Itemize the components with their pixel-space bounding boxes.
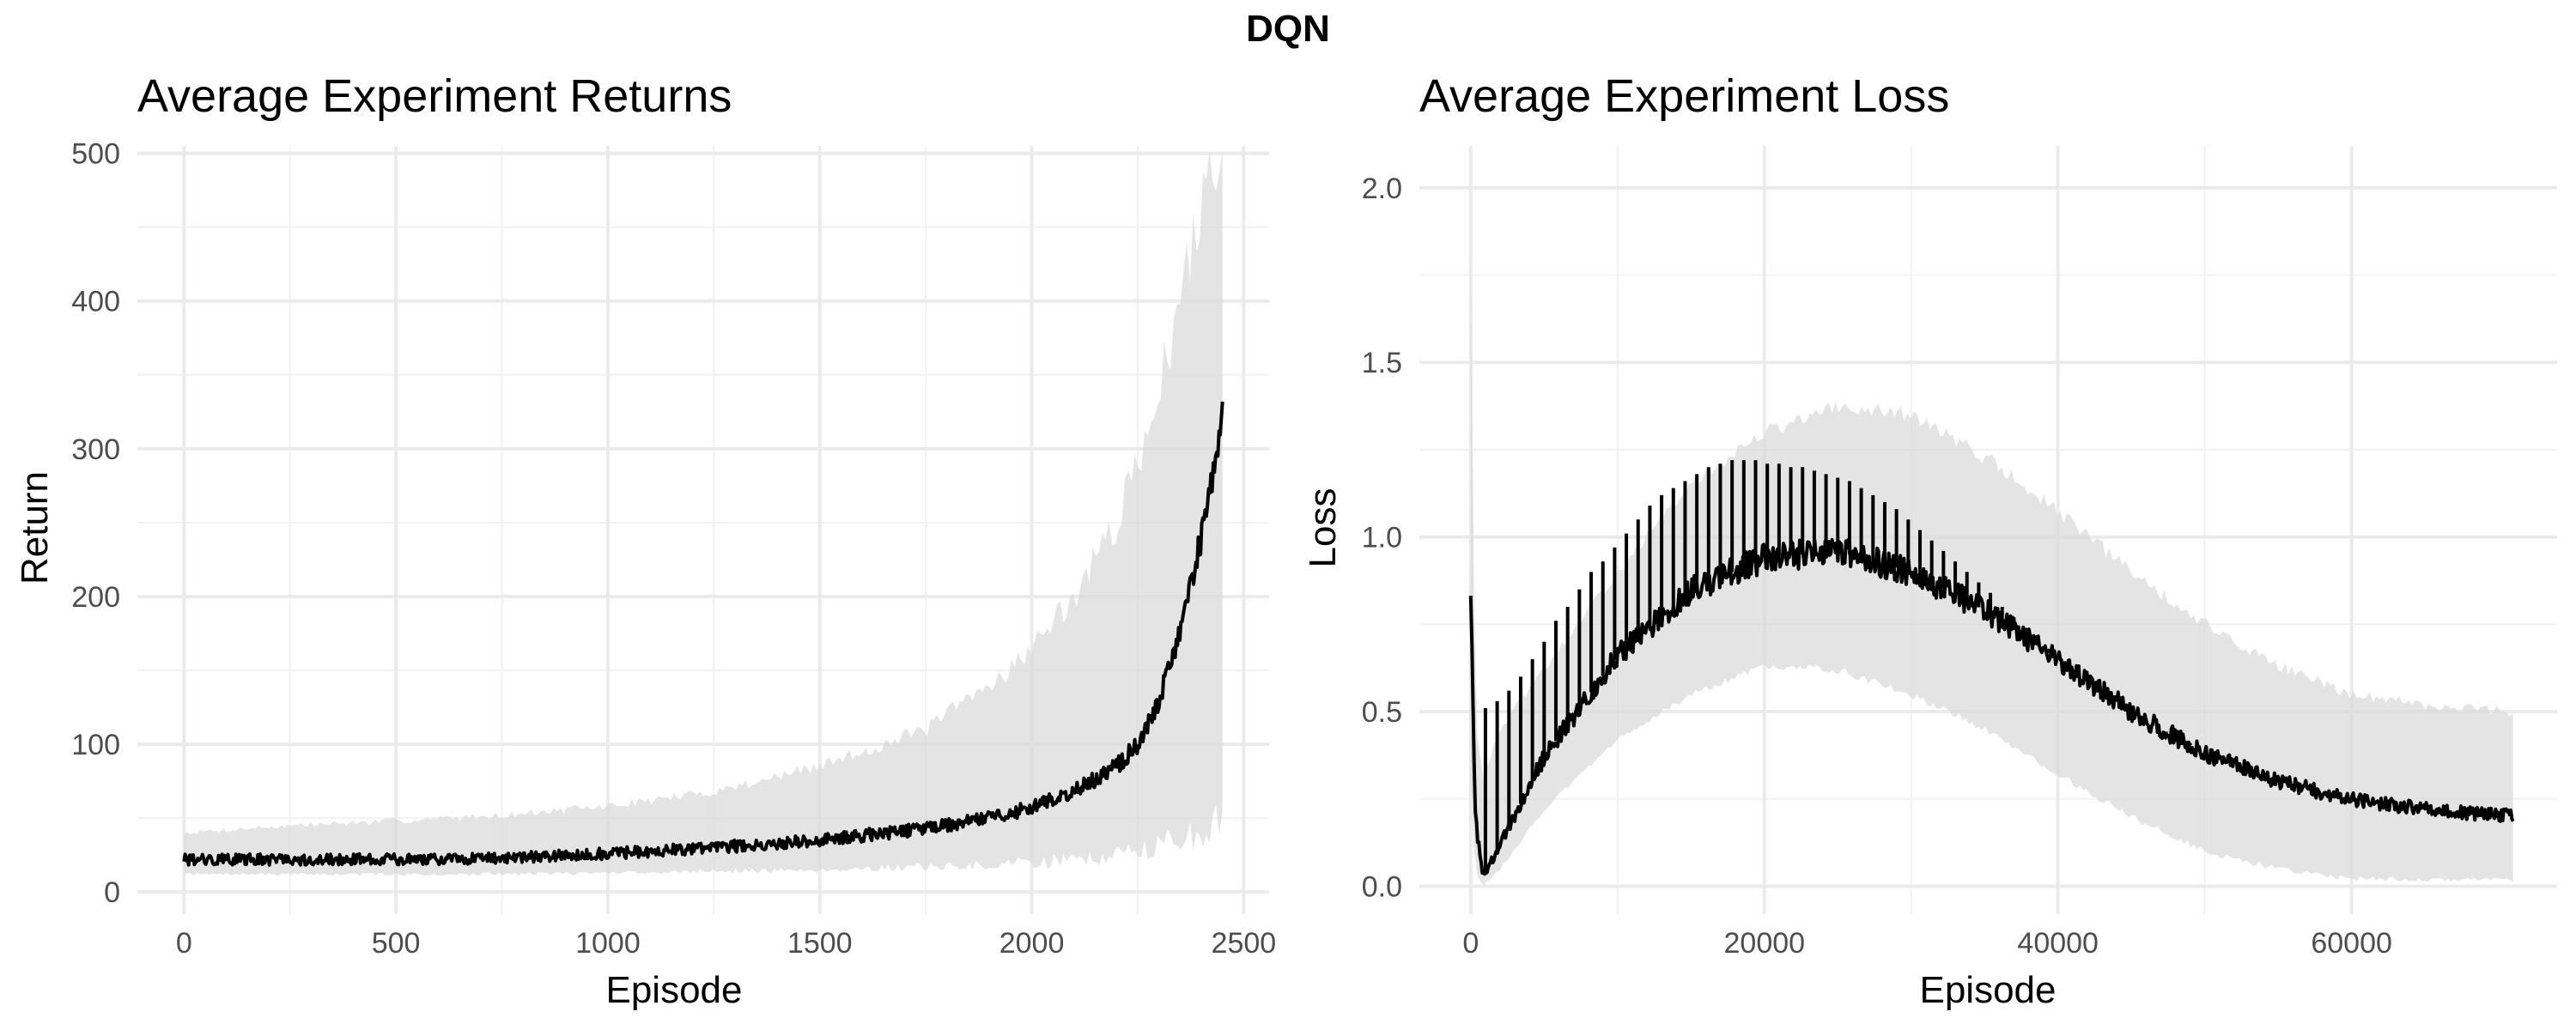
returns-y-tick-label: 100 <box>71 729 120 761</box>
returns-y-tick-label: 0 <box>104 876 120 909</box>
returns-y-tick-label: 200 <box>71 581 120 614</box>
returns-band-layer <box>184 149 1223 876</box>
loss-y-axis-label: Loss <box>1302 488 1344 568</box>
returns-line-layer <box>182 401 1224 867</box>
loss-x-tick-label: 60000 <box>2311 927 2392 960</box>
loss-mean-line <box>1468 537 2515 876</box>
returns-confidence-band <box>184 149 1223 876</box>
loss-x-axis-label: Episode <box>1919 969 2056 1011</box>
returns-x-tick-label: 2500 <box>1212 927 1277 960</box>
returns-ticks: 0 500 1000 1500 2000 2500 0 100 200 300 400 500 <box>71 138 1276 960</box>
loss-y-tick-label: 1.5 <box>1362 347 1402 379</box>
returns-x-tick-label: 500 <box>372 927 421 960</box>
loss-x-tick-label: 0 <box>1462 927 1479 960</box>
returns-x-axis-label: Episode <box>605 969 742 1011</box>
returns-x-tick-label: 1500 <box>787 927 853 960</box>
loss-y-tick-label: 1.0 <box>1362 522 1402 554</box>
loss-y-tick-label: 0.5 <box>1362 696 1402 729</box>
figure-title: DQN <box>1246 8 1330 50</box>
returns-y-tick-label: 500 <box>71 138 120 171</box>
loss-line-layer <box>1468 460 2515 876</box>
returns-x-tick-label: 1000 <box>575 927 641 960</box>
loss-x-tick-label: 20000 <box>1724 927 1806 960</box>
returns-chart-title: Average Experiment Returns <box>137 70 732 122</box>
loss-chart: Average Experiment Loss 0 20000 40000 60000… <box>1302 70 2557 1011</box>
loss-confidence-band <box>1470 248 2513 886</box>
loss-band-layer <box>1470 248 2513 886</box>
returns-x-tick-label: 0 <box>176 927 192 960</box>
loss-x-tick-label: 40000 <box>2017 927 2099 960</box>
returns-x-tick-label: 2000 <box>999 927 1065 960</box>
returns-mean-line <box>182 401 1224 867</box>
loss-chart-title: Average Experiment Loss <box>1419 70 1949 122</box>
loss-y-tick-label: 0.0 <box>1362 870 1402 903</box>
returns-chart: Average Experiment Returns 0 500 1000 1500 2… <box>14 70 1276 1011</box>
returns-y-axis-label: Return <box>14 471 56 585</box>
returns-y-tick-label: 300 <box>71 433 120 466</box>
loss-ticks: 0 20000 40000 60000 0.0 0.5 1.0 1.5 2.0 <box>1362 173 2392 960</box>
loss-y-tick-label: 2.0 <box>1362 173 1402 205</box>
returns-grid <box>137 146 1269 914</box>
returns-y-tick-label: 400 <box>71 286 120 318</box>
